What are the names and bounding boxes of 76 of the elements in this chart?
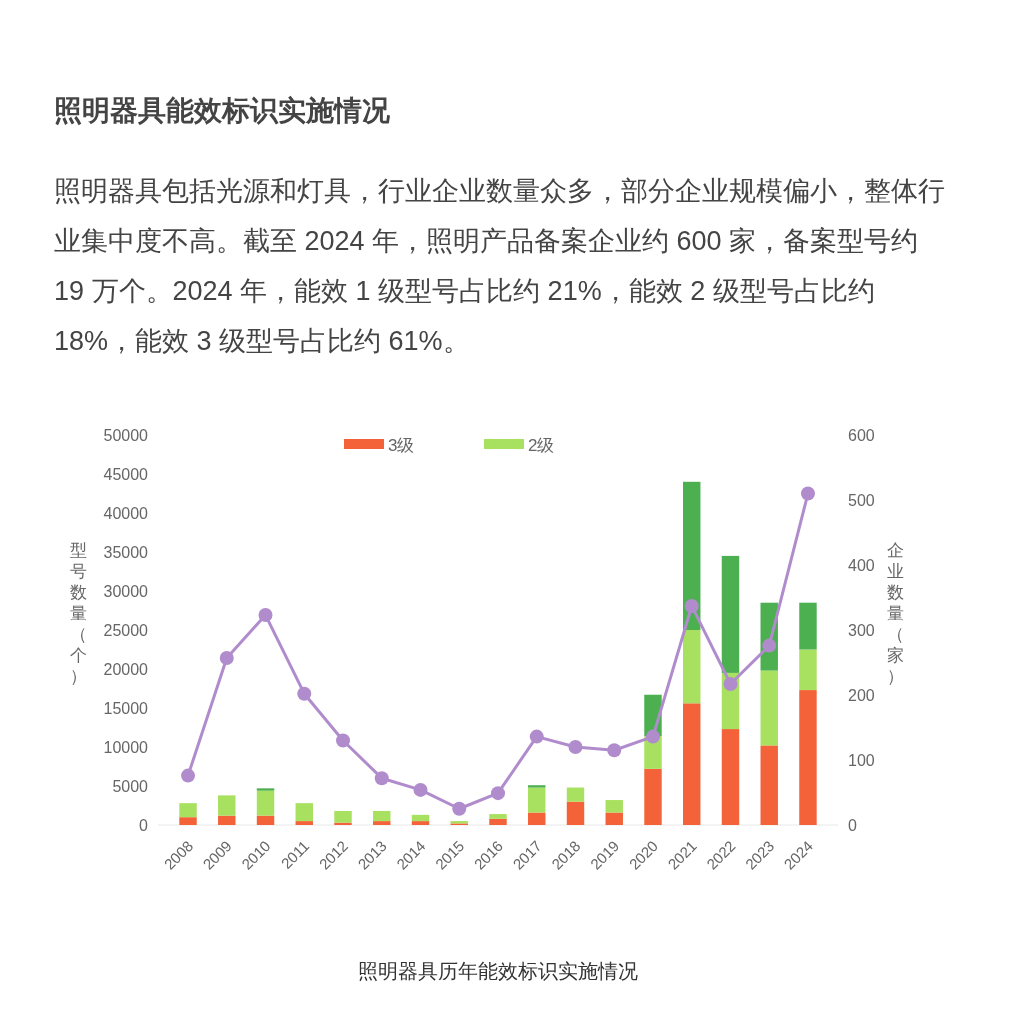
bar bbox=[683, 703, 701, 825]
point bbox=[452, 801, 467, 816]
bar bbox=[528, 785, 546, 788]
point bbox=[762, 638, 777, 653]
bar bbox=[528, 787, 546, 813]
point bbox=[181, 768, 196, 783]
y2-tick-label: 200 bbox=[848, 687, 875, 704]
bar bbox=[295, 821, 313, 825]
point bbox=[374, 771, 389, 786]
y-tick-label: 15000 bbox=[103, 700, 149, 717]
bar bbox=[683, 481, 701, 630]
bar bbox=[799, 649, 817, 691]
bar bbox=[528, 812, 546, 825]
y2-tick-label: 300 bbox=[848, 622, 875, 639]
y2-tick-label: 0 bbox=[848, 817, 857, 834]
y-tick-label: 20000 bbox=[103, 661, 149, 678]
y-tick-label: 25000 bbox=[103, 622, 149, 639]
y-tick-label: 35000 bbox=[103, 544, 149, 561]
bar bbox=[605, 800, 623, 813]
legend-label: 2级 bbox=[528, 436, 555, 455]
y2-tick-label: 500 bbox=[848, 492, 875, 509]
point bbox=[607, 743, 622, 758]
bar bbox=[721, 555, 740, 673]
point bbox=[568, 740, 583, 754]
point bbox=[491, 786, 505, 801]
point bbox=[529, 729, 544, 744]
bar bbox=[218, 795, 236, 816]
bar bbox=[721, 729, 740, 825]
bar bbox=[644, 768, 662, 825]
point bbox=[297, 686, 312, 701]
bar bbox=[411, 821, 430, 825]
bar bbox=[566, 801, 585, 825]
point bbox=[800, 486, 815, 501]
y2-tick-label: 600 bbox=[848, 427, 875, 444]
bar bbox=[179, 803, 197, 818]
y-axis-title: 型号数量（个） bbox=[69, 541, 87, 686]
y2-axis-title: 企业数量（家） bbox=[886, 541, 904, 686]
bar bbox=[605, 812, 623, 825]
bar bbox=[256, 790, 275, 816]
bar bbox=[799, 602, 817, 650]
bar bbox=[373, 810, 391, 822]
bar bbox=[334, 810, 352, 823]
chart-title: 照明器具能效标识实施情况 bbox=[54, 95, 391, 126]
y-tick-label: 40000 bbox=[103, 505, 149, 522]
bar bbox=[256, 788, 275, 791]
bar bbox=[760, 670, 778, 746]
point bbox=[336, 733, 351, 748]
point bbox=[645, 729, 660, 744]
point bbox=[723, 676, 738, 691]
text: 照明器具历年能效标识实施情况 bbox=[358, 959, 638, 983]
bar bbox=[373, 821, 391, 825]
y-tick-label: 0 bbox=[139, 817, 149, 834]
y-tick-label: 50000 bbox=[103, 427, 149, 444]
point bbox=[258, 608, 273, 623]
bar bbox=[489, 814, 507, 819]
bar bbox=[256, 815, 275, 825]
bar bbox=[411, 814, 430, 822]
y-tick-label: 30000 bbox=[103, 583, 149, 600]
bar bbox=[295, 803, 313, 822]
bar bbox=[489, 818, 507, 825]
point bbox=[684, 598, 699, 613]
bar bbox=[760, 745, 778, 825]
y-tick-label: 45000 bbox=[103, 466, 149, 483]
y2-tick-label: 400 bbox=[848, 557, 875, 574]
bar bbox=[683, 630, 701, 704]
bar bbox=[218, 815, 236, 825]
bar bbox=[566, 787, 585, 802]
y-tick-label: 5000 bbox=[112, 778, 149, 795]
bar bbox=[799, 690, 817, 825]
bar bbox=[179, 817, 197, 825]
y2-tick-label: 100 bbox=[848, 752, 875, 769]
y-tick-label: 10000 bbox=[103, 739, 149, 756]
point bbox=[413, 782, 428, 797]
chart-subtitle: 照明器具包括光源和灯具，行业企业数量众多，部分企业规模偏小，整体行业集中度不高。截至 2024 年，照明产品备案企业约 600 家，备案型号约 19 万个。2024 年，能效 1 级型号占比约 21%，能效 2 级型号占比约 18%，能效 3 级型号占比约 61%。 bbox=[54, 176, 945, 356]
point bbox=[219, 650, 234, 665]
legend-label: 3级 bbox=[388, 436, 415, 455]
